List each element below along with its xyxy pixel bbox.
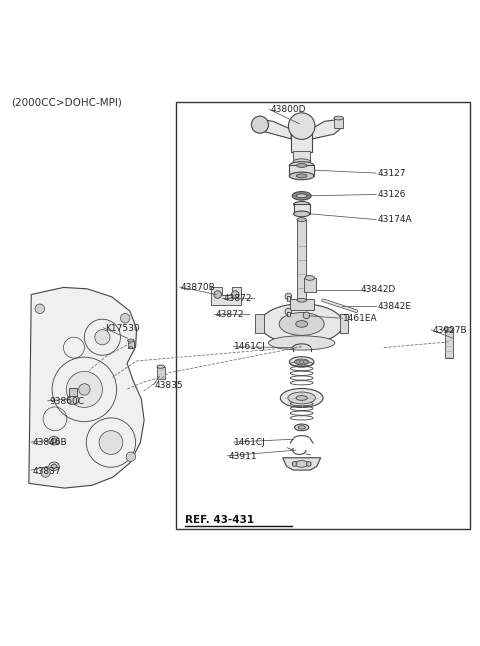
Bar bbox=[294, 204, 310, 214]
Ellipse shape bbox=[296, 395, 307, 401]
Polygon shape bbox=[29, 287, 144, 488]
Ellipse shape bbox=[129, 347, 133, 349]
Ellipse shape bbox=[260, 304, 343, 344]
Bar bbox=[289, 165, 314, 176]
Circle shape bbox=[285, 308, 292, 315]
Ellipse shape bbox=[268, 336, 335, 350]
Ellipse shape bbox=[305, 276, 314, 280]
Circle shape bbox=[296, 360, 300, 364]
Ellipse shape bbox=[51, 439, 57, 443]
Text: 43872: 43872 bbox=[223, 294, 252, 303]
Bar bbox=[287, 297, 290, 301]
Circle shape bbox=[99, 431, 123, 454]
Text: 43800D: 43800D bbox=[271, 105, 306, 114]
Circle shape bbox=[66, 371, 102, 408]
Text: K17530: K17530 bbox=[105, 324, 139, 333]
Ellipse shape bbox=[279, 313, 324, 335]
Ellipse shape bbox=[293, 159, 310, 165]
Circle shape bbox=[288, 113, 315, 140]
Circle shape bbox=[300, 360, 303, 364]
Bar bbox=[176, 102, 470, 529]
Text: 43835: 43835 bbox=[155, 381, 183, 390]
Text: 43837: 43837 bbox=[32, 466, 61, 475]
Ellipse shape bbox=[49, 462, 59, 470]
Text: 43127: 43127 bbox=[378, 169, 406, 178]
Ellipse shape bbox=[49, 437, 59, 445]
Ellipse shape bbox=[297, 174, 307, 178]
Bar bbox=[340, 315, 348, 333]
Text: 93860C: 93860C bbox=[49, 397, 84, 406]
Circle shape bbox=[303, 360, 307, 364]
Bar bbox=[445, 329, 453, 358]
Ellipse shape bbox=[289, 162, 314, 169]
Ellipse shape bbox=[288, 392, 315, 404]
Text: 43174A: 43174A bbox=[378, 215, 412, 224]
Bar bbox=[304, 278, 316, 292]
Bar bbox=[157, 367, 165, 379]
Bar bbox=[293, 151, 310, 162]
Ellipse shape bbox=[280, 388, 323, 408]
Ellipse shape bbox=[128, 339, 134, 342]
Text: 43927B: 43927B bbox=[432, 326, 467, 335]
Circle shape bbox=[285, 293, 292, 300]
Circle shape bbox=[292, 461, 297, 466]
Circle shape bbox=[41, 468, 50, 477]
Polygon shape bbox=[258, 120, 291, 139]
Polygon shape bbox=[211, 287, 241, 306]
Circle shape bbox=[79, 384, 90, 395]
Circle shape bbox=[303, 312, 310, 318]
Bar bbox=[69, 388, 77, 396]
Ellipse shape bbox=[289, 357, 314, 367]
Ellipse shape bbox=[295, 461, 308, 467]
Ellipse shape bbox=[296, 320, 308, 328]
Text: 43846B: 43846B bbox=[32, 438, 67, 447]
Bar bbox=[255, 315, 264, 333]
Ellipse shape bbox=[297, 163, 307, 167]
Ellipse shape bbox=[298, 426, 305, 429]
Ellipse shape bbox=[297, 298, 306, 302]
Ellipse shape bbox=[295, 359, 309, 365]
Circle shape bbox=[306, 461, 311, 466]
Ellipse shape bbox=[67, 395, 79, 404]
Ellipse shape bbox=[157, 365, 165, 368]
Circle shape bbox=[95, 329, 110, 345]
Ellipse shape bbox=[444, 328, 454, 332]
Text: 43872: 43872 bbox=[216, 310, 244, 319]
Bar bbox=[128, 340, 134, 348]
Circle shape bbox=[126, 452, 136, 461]
Bar bbox=[287, 311, 290, 317]
Bar bbox=[291, 129, 312, 152]
Ellipse shape bbox=[51, 464, 57, 468]
Ellipse shape bbox=[294, 211, 310, 216]
Bar bbox=[297, 220, 306, 300]
Bar bbox=[334, 118, 343, 127]
Text: 43911: 43911 bbox=[228, 452, 257, 461]
Ellipse shape bbox=[297, 218, 306, 222]
Polygon shape bbox=[283, 458, 321, 470]
Text: 43842D: 43842D bbox=[361, 286, 396, 295]
Text: 43842E: 43842E bbox=[378, 302, 411, 311]
Text: 43126: 43126 bbox=[378, 191, 406, 200]
Circle shape bbox=[35, 304, 45, 313]
Polygon shape bbox=[312, 120, 341, 139]
Ellipse shape bbox=[294, 202, 310, 207]
Text: 1461CJ: 1461CJ bbox=[234, 438, 266, 447]
Text: 1461CJ: 1461CJ bbox=[234, 342, 266, 351]
Ellipse shape bbox=[289, 172, 314, 180]
Bar bbox=[290, 299, 313, 309]
Text: (2000CC>DOHC-MPI): (2000CC>DOHC-MPI) bbox=[12, 98, 122, 108]
Text: 1461EA: 1461EA bbox=[343, 314, 378, 323]
Text: REF. 43-431: REF. 43-431 bbox=[185, 515, 254, 525]
Ellipse shape bbox=[292, 192, 311, 200]
Circle shape bbox=[252, 116, 268, 133]
Circle shape bbox=[231, 291, 239, 298]
Text: 43870B: 43870B bbox=[180, 283, 216, 292]
Ellipse shape bbox=[334, 116, 343, 120]
Ellipse shape bbox=[295, 424, 309, 431]
Ellipse shape bbox=[297, 194, 307, 198]
Circle shape bbox=[120, 313, 130, 323]
Circle shape bbox=[214, 291, 221, 298]
